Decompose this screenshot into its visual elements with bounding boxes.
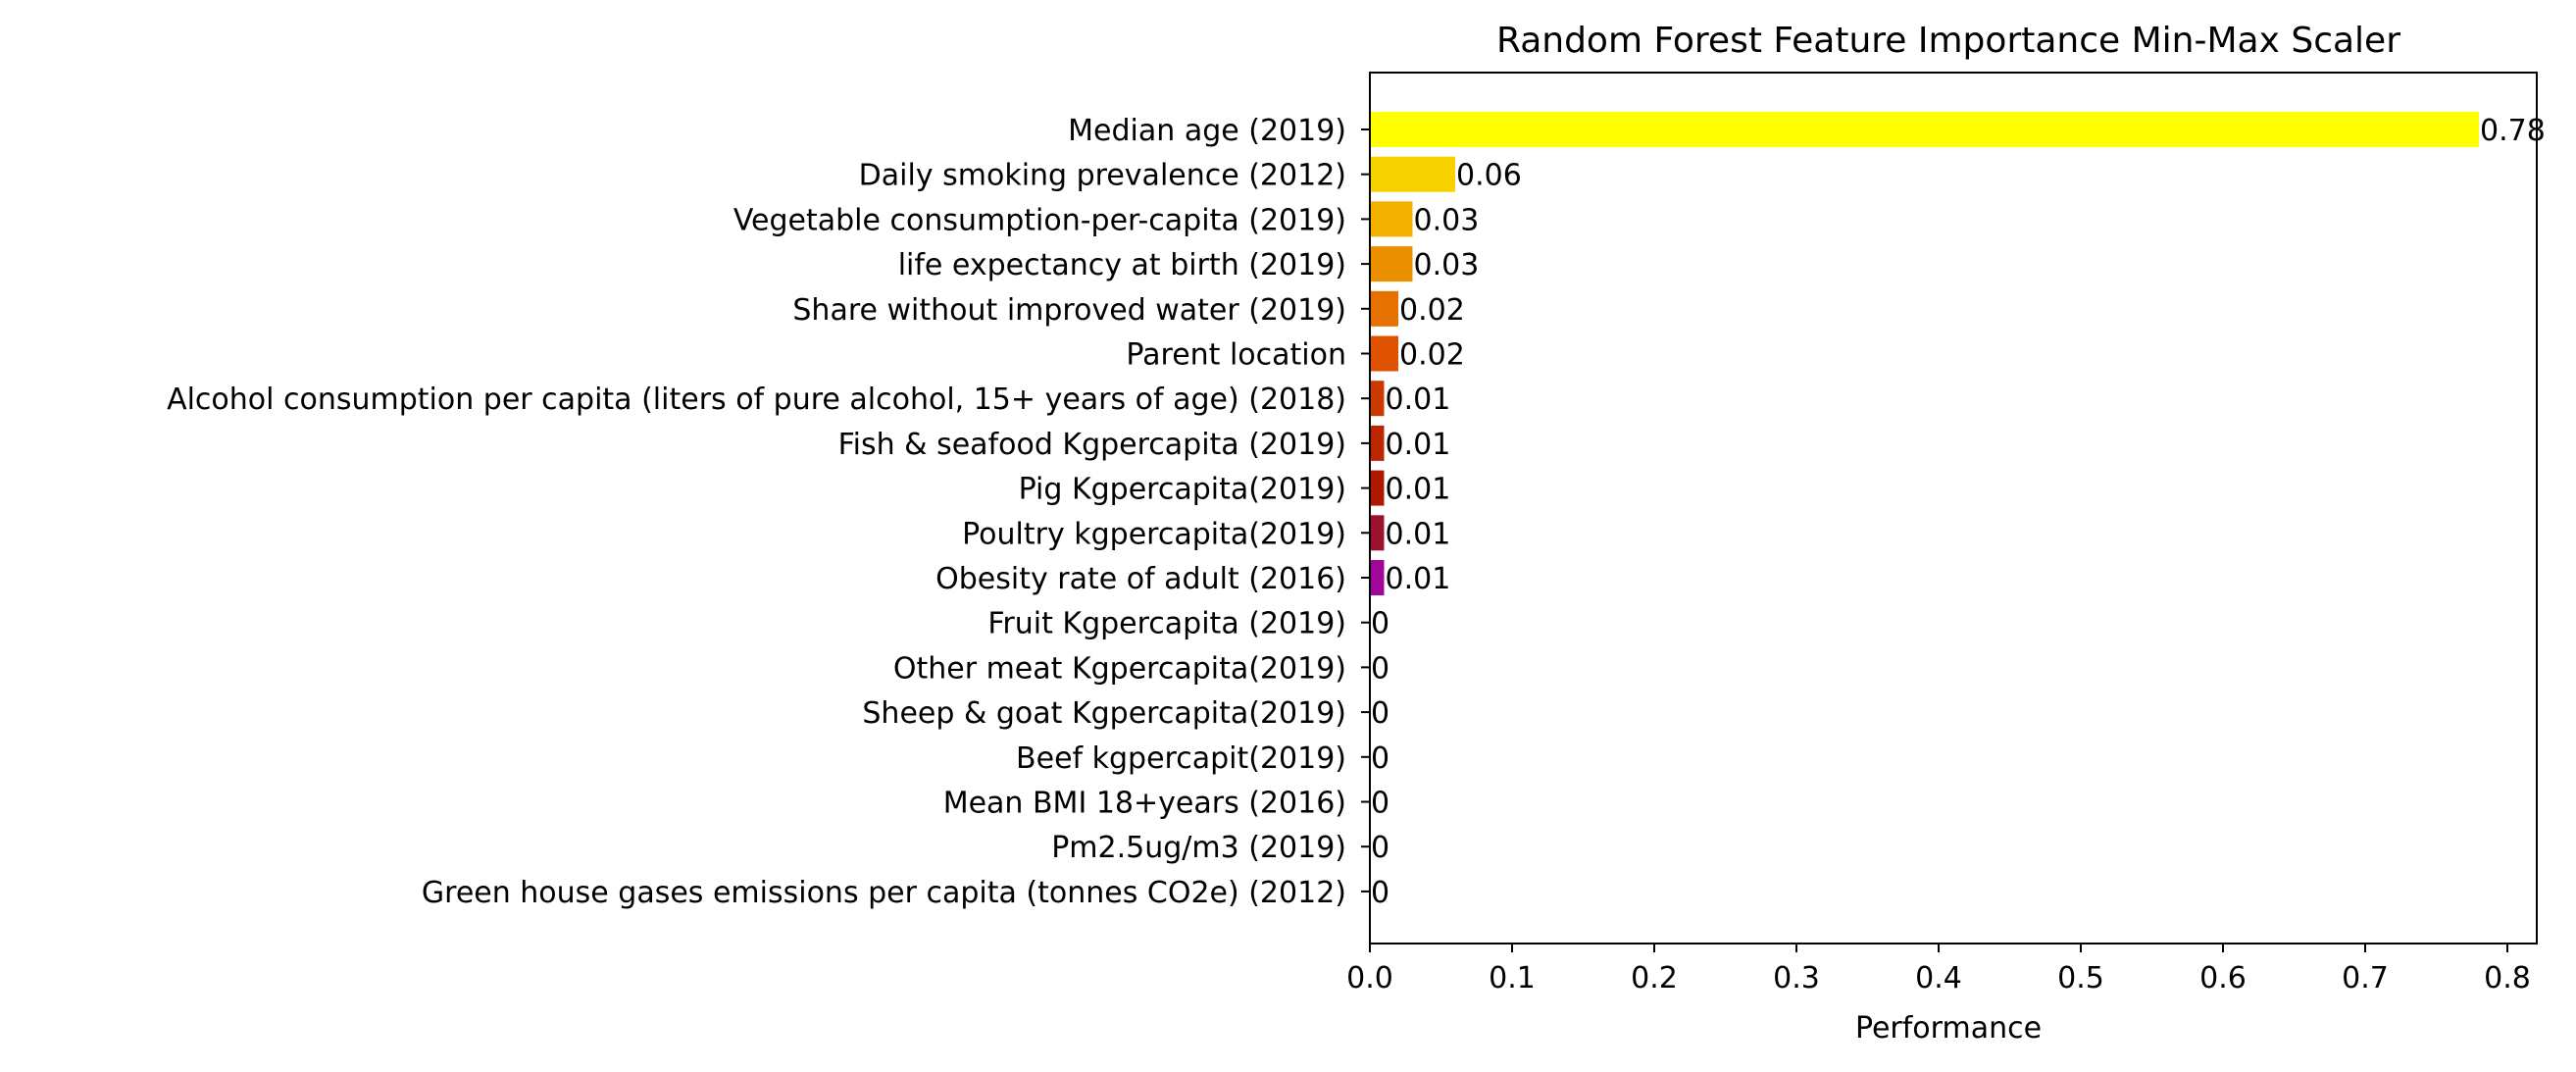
category-labels-group: Median age (2019) Daily smoking prevalenc…: [167, 114, 1370, 910]
bar: [1370, 425, 1385, 461]
bar: [1370, 201, 1413, 237]
bar: [1370, 560, 1385, 595]
x-ticks-group: 0.0 0.1 0.2 0.3 0.4 0.5 0.6 0.7 0.8: [1346, 944, 2531, 995]
category-label: Pig Kgpercapita(2019): [1019, 473, 1346, 507]
value-label: 0.02: [1399, 338, 1465, 373]
category-label: Median age (2019): [1068, 114, 1346, 148]
category-label: Other meat Kgpercapita(2019): [893, 651, 1346, 686]
category-label: Share without improved water (2019): [792, 293, 1346, 328]
category-label: life expectancy at birth (2019): [898, 248, 1346, 282]
bar: [1370, 470, 1385, 506]
value-label: 0.01: [1386, 383, 1451, 417]
category-label: Daily smoking prevalence (2012): [859, 159, 1346, 193]
plot-frame: [1369, 72, 2538, 944]
x-tick-label: 0.1: [1489, 961, 1536, 995]
bar: [1370, 290, 1398, 327]
bars-group: [1370, 112, 2479, 595]
x-tick-label: 0.0: [1346, 961, 1393, 995]
category-label: Obesity rate of adult (2016): [935, 562, 1346, 596]
x-tick-label: 0.6: [2199, 961, 2247, 995]
x-tick-label: 0.3: [1773, 961, 1820, 995]
category-label: Poultry kgpercapita(2019): [962, 517, 1346, 551]
category-label: Beef kgpercapit(2019): [1016, 741, 1346, 776]
value-label: 0.01: [1386, 473, 1451, 507]
value-label: 0: [1371, 696, 1389, 731]
bar: [1370, 246, 1413, 282]
x-tick-label: 0.7: [2342, 961, 2389, 995]
bar: [1370, 335, 1398, 372]
value-label: 0.01: [1386, 517, 1451, 551]
category-label: Parent location: [1126, 338, 1346, 373]
x-axis-label: Performance: [1855, 1011, 2042, 1046]
value-label: 0.01: [1386, 428, 1451, 462]
x-tick-label: 0.8: [2484, 961, 2531, 995]
value-label: 0.01: [1386, 562, 1451, 596]
category-label: Pm2.5ug/m3 (2019): [1051, 831, 1346, 865]
x-tick-label: 0.2: [1631, 961, 1678, 995]
value-label: 0.06: [1456, 159, 1522, 193]
value-label: 0: [1371, 787, 1389, 821]
value-label: 0: [1371, 651, 1389, 686]
chart-title: Random Forest Feature Importance Min-Max…: [1496, 21, 2400, 61]
bar: [1370, 112, 2479, 147]
category-label: Fruit Kgpercapita (2019): [987, 607, 1346, 641]
value-label: 0.03: [1414, 248, 1480, 282]
value-label: 0: [1371, 876, 1389, 910]
category-label: Vegetable consumption-per-capita (2019): [733, 203, 1346, 237]
value-label: 0: [1371, 741, 1389, 776]
x-tick-label: 0.4: [1915, 961, 1962, 995]
category-label: Alcohol consumption per capita (liters o…: [167, 383, 1346, 417]
bar: [1370, 381, 1385, 417]
value-label: 0.03: [1414, 203, 1480, 237]
value-labels-group: 0.78 0.06 0.03 0.03 0.02 0.02 0.01 0.01 0.01 0.01…: [1371, 114, 2546, 910]
bar: [1370, 515, 1385, 551]
x-tick-label: 0.5: [2057, 961, 2104, 995]
value-label: 0: [1371, 607, 1389, 641]
category-label: Sheep & goat Kgpercapita(2019): [862, 696, 1346, 731]
bar: [1370, 156, 1455, 192]
category-label: Mean BMI 18+years (2016): [943, 787, 1346, 821]
category-label: Fish & seafood Kgpercapita (2019): [838, 428, 1346, 462]
value-label: 0.02: [1399, 293, 1465, 328]
value-label: 0.78: [2480, 114, 2546, 148]
category-label: Green house gases emissions per capita (…: [422, 876, 1346, 910]
value-label: 0: [1371, 831, 1389, 865]
